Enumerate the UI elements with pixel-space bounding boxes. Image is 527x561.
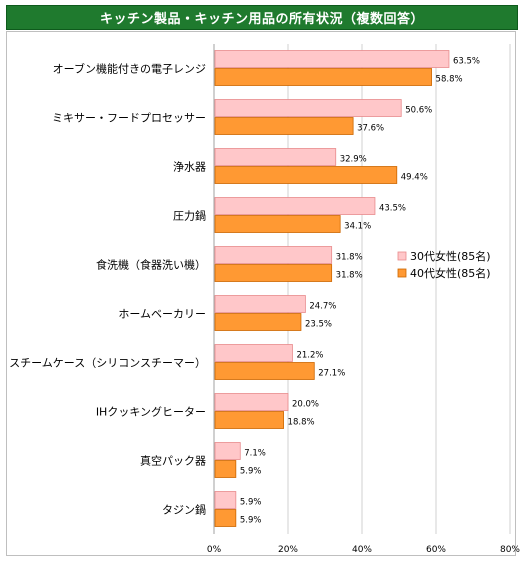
data-label: 5.9% (240, 516, 262, 526)
category-label: 真空パック器 (140, 454, 206, 468)
data-label: 37.6% (357, 124, 384, 134)
x-tick-label: 80% (500, 545, 520, 555)
bar (214, 344, 293, 362)
data-label: 63.5% (453, 57, 480, 67)
bar (214, 50, 450, 68)
legend-label: 30代女性(85名) (410, 249, 491, 263)
bar (214, 264, 333, 282)
category-label: 食洗機（食器洗い機） (96, 258, 206, 272)
data-label: 23.5% (305, 320, 332, 330)
data-label: 43.5% (379, 204, 406, 214)
data-label: 50.6% (405, 106, 432, 116)
category-label: タジン鍋 (162, 503, 206, 517)
data-label: 5.9% (240, 498, 262, 508)
bar (214, 509, 237, 527)
data-label: 20.0% (292, 400, 319, 410)
data-label: 32.9% (340, 155, 367, 165)
bar (214, 295, 306, 313)
category-label: 圧力鍋 (173, 209, 206, 223)
bar (214, 99, 402, 117)
bar (214, 313, 302, 331)
data-label: 31.8% (336, 271, 363, 281)
data-label: 58.8% (436, 75, 463, 85)
data-label: 31.8% (336, 253, 363, 263)
x-tick-label: 0% (207, 545, 222, 555)
bar (214, 393, 289, 411)
bar (214, 215, 341, 233)
bar (214, 166, 398, 184)
category-label: 浄水器 (173, 160, 206, 174)
category-label: ミキサー・フードプロセッサー (52, 112, 206, 125)
legend-swatch (397, 251, 407, 261)
bar (214, 148, 337, 166)
data-label: 7.1% (244, 449, 266, 459)
data-label: 27.1% (318, 369, 345, 379)
bar (214, 197, 376, 215)
bar (214, 117, 354, 135)
chart-title: キッチン製品・キッチン用品の所有状況（複数回答） (6, 5, 518, 30)
data-label: 34.1% (344, 222, 371, 232)
data-label: 24.7% (309, 302, 336, 312)
x-tick-label: 60% (426, 545, 446, 555)
category-label: スチームケース（シリコンスチーマー） (9, 357, 206, 370)
bar (214, 460, 237, 478)
data-label: 49.4% (401, 173, 428, 183)
category-label: オーブン機能付きの電子レンジ (53, 62, 206, 76)
x-tick-label: 40% (352, 545, 372, 555)
data-label: 5.9% (240, 467, 262, 477)
bar (214, 246, 333, 264)
bar (214, 442, 241, 460)
legend-label: 40代女性(85名) (410, 266, 491, 280)
chart-frame (6, 31, 516, 556)
category-label: ホームベーカリー (118, 308, 206, 321)
data-label: 21.2% (296, 351, 323, 361)
x-tick-label: 20% (278, 545, 298, 555)
bar (214, 68, 432, 86)
bar (214, 491, 237, 509)
bar (214, 362, 315, 380)
legend-swatch (397, 268, 407, 278)
category-label: IHクッキングヒーター (96, 405, 206, 419)
data-label: 18.8% (288, 418, 315, 428)
bar (214, 411, 284, 429)
